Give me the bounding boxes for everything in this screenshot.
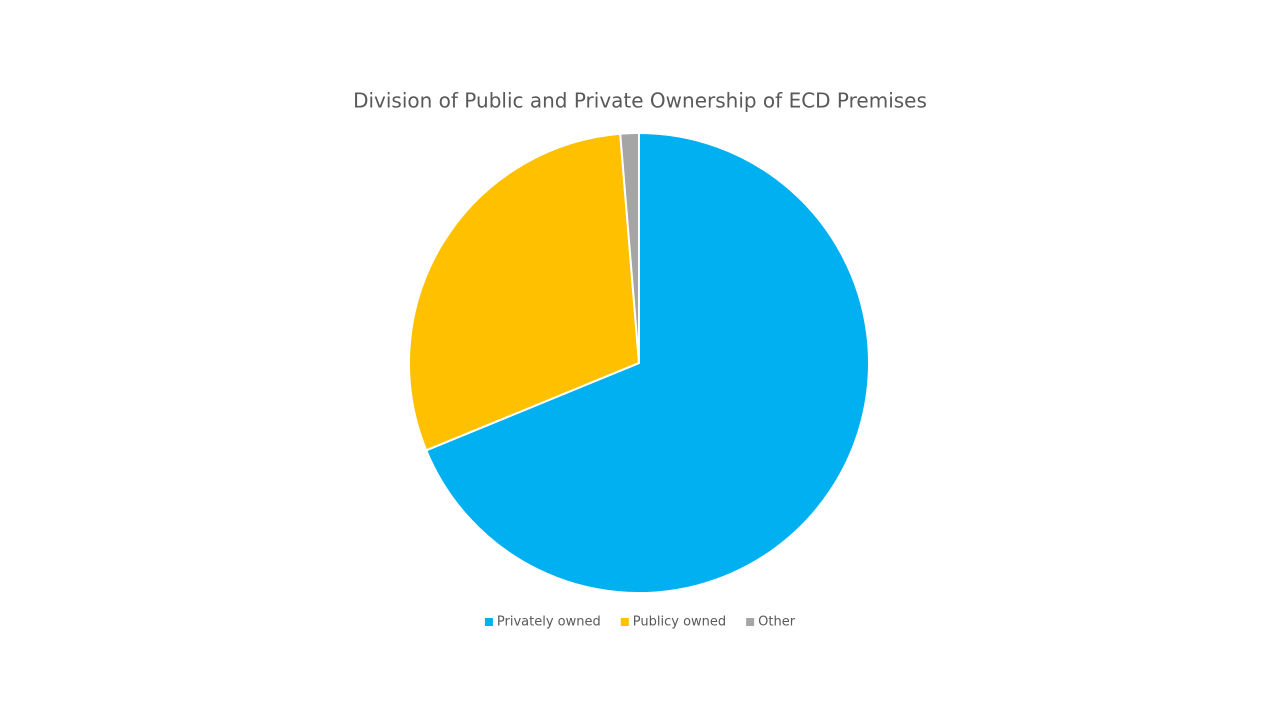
legend-label: Publicy owned [633, 615, 726, 630]
legend-label: Other [758, 615, 796, 630]
chart-title: Division of Public and Private Ownership… [353, 89, 927, 113]
legend-swatch [484, 618, 493, 626]
pie-slice [424, 131, 870, 594]
legend-label: Privately owned [497, 615, 601, 630]
pie-slice [408, 132, 641, 452]
legend-swatch [746, 618, 755, 626]
pie-slice [619, 131, 640, 364]
legend-swatch [620, 618, 629, 626]
